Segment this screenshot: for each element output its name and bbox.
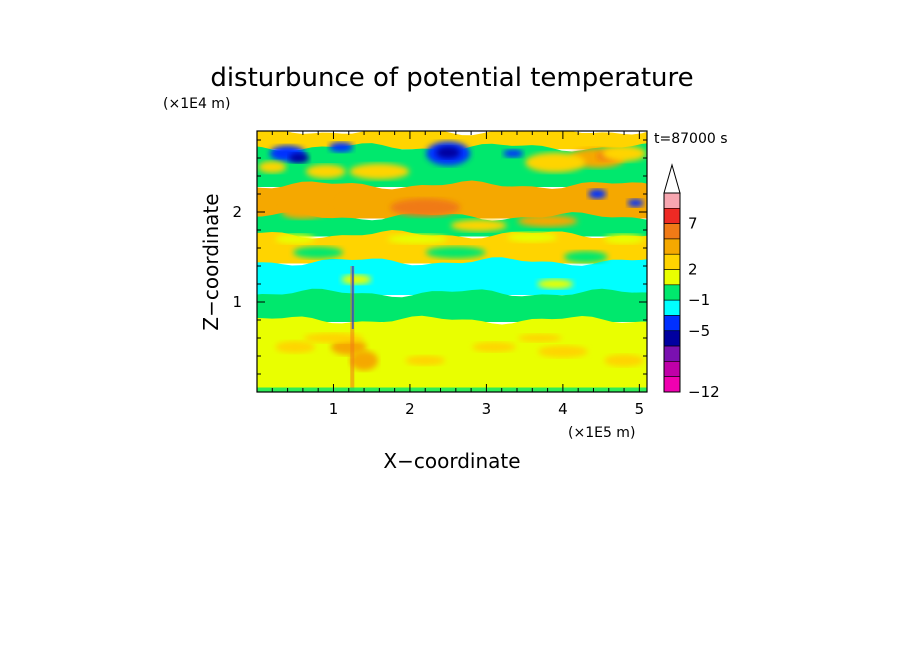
field-patch bbox=[525, 152, 586, 173]
chart-title: disturbunce of potential temperature bbox=[210, 63, 693, 93]
layer-band bbox=[257, 131, 647, 150]
y-unit-label: (×1E4 m) bbox=[163, 96, 230, 112]
x-tick-label: 5 bbox=[635, 400, 645, 418]
colorbar-label: 7 bbox=[688, 215, 698, 233]
field-patch bbox=[289, 153, 310, 163]
field-patch bbox=[507, 232, 558, 243]
field-patch bbox=[390, 198, 461, 217]
field-patch bbox=[341, 274, 372, 285]
colorbar-label: −12 bbox=[688, 383, 720, 401]
field-patch bbox=[517, 215, 578, 227]
field-patch bbox=[563, 251, 608, 263]
field-patch bbox=[349, 163, 410, 180]
field-patch bbox=[436, 146, 461, 159]
field-patch bbox=[258, 161, 287, 173]
colorbar-segment bbox=[663, 361, 681, 377]
time-label: t=87000 s bbox=[654, 131, 728, 147]
colorbar-arrow bbox=[663, 163, 681, 194]
field-patch bbox=[627, 199, 644, 207]
colorbar-segment bbox=[663, 315, 681, 332]
field-patch bbox=[303, 333, 364, 343]
field-patch bbox=[293, 246, 344, 259]
y-axis-label: Z−coordinate bbox=[199, 193, 223, 330]
layer-band bbox=[257, 315, 647, 392]
x-tick-label: 1 bbox=[329, 400, 339, 418]
field-patch bbox=[604, 354, 645, 367]
colorbar-segment bbox=[663, 238, 681, 255]
colorbar-label: 2 bbox=[688, 261, 698, 279]
x-axis: 1 2 3 4 5 bbox=[256, 131, 645, 418]
y-axis: 12 bbox=[232, 139, 647, 393]
plot-frame bbox=[256, 130, 648, 393]
x-tick-label: 3 bbox=[482, 400, 492, 418]
x-tick-label: 2 bbox=[405, 400, 415, 418]
field-patch bbox=[604, 234, 645, 244]
field-patch bbox=[275, 234, 316, 244]
field-patch bbox=[537, 345, 588, 358]
colorbar-frame bbox=[663, 192, 681, 393]
colorbar-segment bbox=[663, 345, 681, 362]
colorbar-segment bbox=[663, 376, 681, 393]
field-patch bbox=[387, 234, 448, 244]
x-tick-label: 4 bbox=[558, 400, 568, 418]
x-axis-label: X−coordinate bbox=[383, 449, 520, 473]
field-patch bbox=[503, 149, 524, 158]
y-tick-label: 2 bbox=[232, 203, 242, 221]
colorbar-label: −1 bbox=[688, 291, 710, 309]
colorbar-segment bbox=[663, 330, 681, 347]
field-patch bbox=[517, 334, 562, 342]
field-patch bbox=[275, 341, 316, 353]
colorbar-segment bbox=[663, 269, 681, 286]
field-patch bbox=[425, 246, 486, 259]
field-streak bbox=[351, 266, 354, 329]
field-patch bbox=[472, 342, 517, 352]
colorbar-segment bbox=[663, 299, 681, 316]
field-patch bbox=[405, 355, 446, 366]
colorbar-segment bbox=[663, 192, 681, 209]
colorbar-segment bbox=[663, 253, 681, 270]
field-patch bbox=[330, 339, 367, 355]
x-unit-label: (×1E5 m) bbox=[568, 425, 635, 441]
colorbar-segment bbox=[663, 284, 681, 301]
field-patch bbox=[537, 279, 574, 289]
field-patch bbox=[450, 219, 507, 232]
field-patch bbox=[329, 142, 354, 153]
field-patch bbox=[280, 205, 325, 219]
colorbar-segment bbox=[663, 223, 681, 240]
heatmap-field bbox=[257, 131, 647, 392]
layer-band bbox=[257, 288, 647, 322]
field-patch bbox=[305, 164, 346, 179]
field-patch bbox=[588, 189, 607, 199]
colorbar-segment bbox=[663, 208, 681, 224]
colorbar-label: −5 bbox=[688, 322, 710, 340]
field-patch bbox=[602, 145, 647, 162]
colorbar: 7 2 −1 −5 −12 bbox=[663, 163, 720, 401]
field-patch bbox=[350, 350, 379, 371]
field-patch bbox=[257, 387, 647, 392]
y-tick-label: 1 bbox=[232, 293, 242, 311]
